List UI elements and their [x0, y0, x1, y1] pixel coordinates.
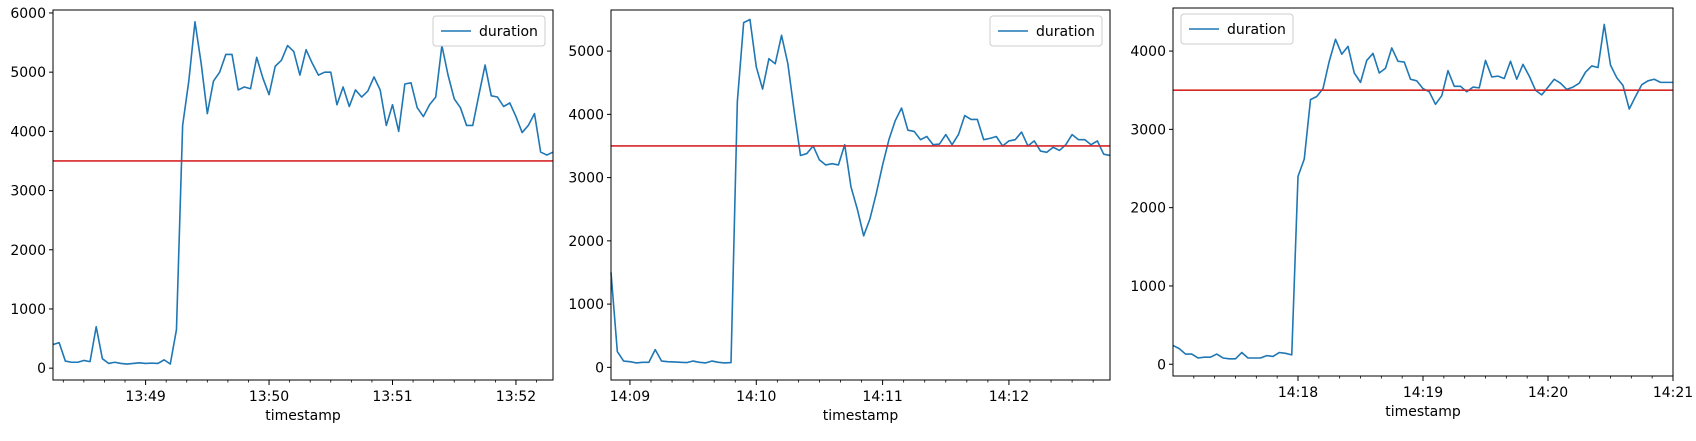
legend-label: duration	[1036, 24, 1095, 40]
x-tick-label: 13:49	[125, 389, 165, 405]
y-tick-label: 3000	[568, 171, 604, 187]
y-tick-label: 2000	[568, 234, 604, 250]
chart-panel-3: 0 1000 2000 3000 4000 14:18 14:19 14:20 14:21 tim…	[1130, 7, 1693, 420]
x-tick-label: 14:18	[1278, 385, 1318, 401]
legend-box	[989, 15, 1103, 47]
series-line-duration	[52, 21, 554, 365]
y-tick-label: 3000	[10, 184, 46, 200]
legend-label: duration	[479, 24, 538, 40]
x-tick-label: 14:21	[1653, 385, 1693, 401]
legend: duration	[1180, 13, 1294, 45]
x-axis-label: timestamp	[1385, 404, 1461, 420]
x-tick-label: 14:12	[989, 389, 1029, 405]
x-tick-label: 14:20	[1528, 385, 1568, 401]
axes-frame	[610, 9, 1111, 381]
legend-label: duration	[1227, 22, 1286, 38]
chart-panel-1: 0 1000 2000 3000 4000 5000 6000 13:49 13:50 13:51…	[10, 6, 554, 424]
x-tick-label: 14:09	[610, 389, 650, 405]
legend: duration	[432, 15, 546, 47]
series-line-duration	[1172, 23, 1673, 360]
x-axis-label: timestamp	[265, 408, 341, 424]
x-tick-label: 13:50	[249, 389, 289, 405]
axes-frame	[52, 9, 554, 381]
y-tick-label: 0	[37, 361, 46, 377]
legend-box	[1180, 13, 1294, 45]
y-tick-label: 3000	[1130, 122, 1166, 138]
x-tick-label: 13:51	[372, 389, 412, 405]
y-tick-label: 1000	[1130, 279, 1166, 295]
series-line-duration	[610, 18, 1111, 364]
x-tick-label: 14:10	[736, 389, 776, 405]
x-tick-label: 14:19	[1403, 385, 1443, 401]
y-tick-label: 5000	[10, 65, 46, 81]
y-tick-label: 5000	[568, 44, 604, 60]
y-tick-label: 4000	[568, 107, 604, 123]
chart-panel-2: 0 1000 2000 3000 4000 5000 14:09 14:10 14:11 14:1…	[568, 9, 1111, 424]
x-axis-label: timestamp	[823, 408, 899, 424]
y-tick-label: 0	[1157, 357, 1166, 373]
y-tick-label: 4000	[10, 124, 46, 140]
y-tick-label: 0	[595, 360, 604, 376]
legend-box	[432, 15, 546, 47]
y-tick-label: 1000	[568, 297, 604, 313]
y-tick-label: 6000	[10, 6, 46, 22]
x-tick-label: 14:11	[862, 389, 902, 405]
x-tick-label: 13:52	[496, 389, 536, 405]
y-tick-label: 2000	[1130, 201, 1166, 217]
legend: duration	[989, 15, 1103, 47]
y-tick-label: 4000	[1130, 44, 1166, 60]
y-tick-label: 2000	[10, 243, 46, 259]
y-tick-label: 1000	[10, 302, 46, 318]
